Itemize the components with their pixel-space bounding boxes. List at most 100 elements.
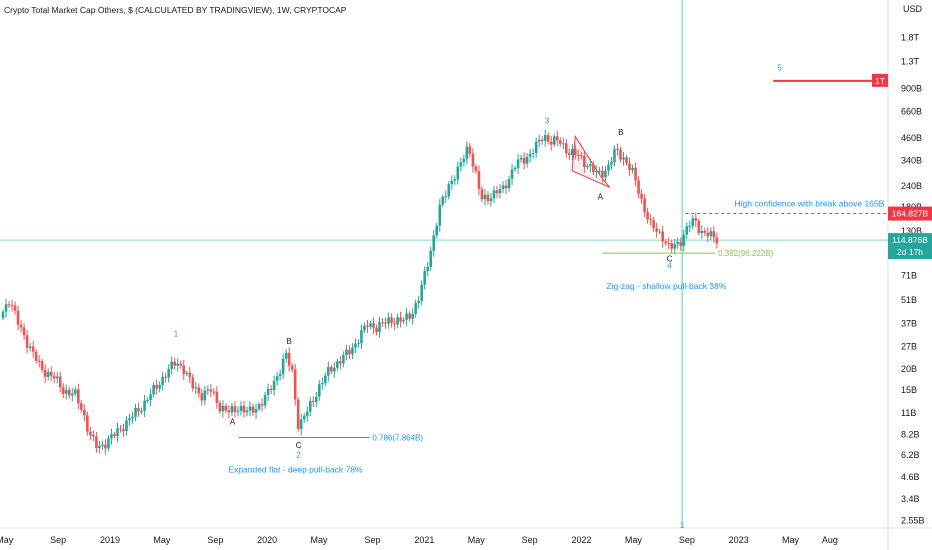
candle-body	[513, 167, 517, 170]
current-price-badge	[888, 233, 932, 260]
candle-body	[486, 194, 490, 202]
candle-body	[260, 404, 264, 406]
candle-body	[531, 153, 535, 155]
candle-body	[19, 324, 23, 328]
candle-body	[423, 271, 427, 285]
candle-body	[564, 143, 568, 154]
y-tick-label: 4.6B	[901, 472, 920, 482]
bar-countdown-label: 2d 17h	[897, 247, 923, 257]
candle-body	[278, 373, 282, 377]
candle-body	[327, 367, 330, 376]
candle-body	[293, 369, 297, 400]
candle-body	[637, 180, 640, 194]
chart-annotation: Expanded flat - deep pull-back 78%	[228, 464, 363, 474]
candle-body	[489, 198, 493, 202]
y-tick-label: 240B	[901, 181, 922, 191]
candle-body	[131, 416, 134, 419]
x-tick-label: Aug	[822, 535, 838, 545]
candle-body	[420, 284, 423, 301]
y-tick-label: 71B	[901, 271, 917, 281]
candle-body	[619, 149, 622, 160]
candle-body	[405, 313, 408, 320]
chart-annotation: High confidence with break above 165B	[735, 198, 885, 208]
candle-body	[40, 361, 44, 370]
candle-body	[462, 158, 466, 163]
candle-body	[507, 178, 511, 189]
candle-body	[450, 180, 454, 185]
candle-body	[465, 146, 469, 159]
candle-body	[712, 231, 716, 238]
candle-body	[706, 232, 710, 237]
candle-body	[688, 226, 692, 228]
y-tick-label: 6.2B	[901, 450, 920, 460]
candle-body	[375, 327, 378, 332]
candle-body	[176, 363, 180, 366]
candle-body	[583, 156, 586, 167]
candle-body	[152, 385, 155, 395]
candle-body	[429, 250, 433, 267]
candle-body	[534, 141, 538, 154]
candle-body	[519, 157, 523, 160]
candle-body	[387, 317, 390, 324]
candle-body	[46, 371, 50, 377]
x-tick-label: Sep	[50, 535, 66, 545]
candle-body	[137, 407, 140, 412]
y-tick-label: 130B	[901, 226, 922, 236]
wave-label: A	[230, 417, 236, 426]
candle-body	[411, 313, 414, 319]
candle-body	[682, 234, 686, 246]
candle-body	[366, 325, 369, 327]
candle-body	[354, 343, 357, 348]
candle-body	[381, 322, 384, 324]
candle-body	[444, 196, 448, 198]
candle-body	[610, 161, 613, 165]
candle-body	[25, 335, 29, 348]
candle-body	[67, 389, 71, 396]
candle-body	[107, 438, 110, 449]
candle-body	[188, 372, 192, 378]
candle-body	[360, 330, 363, 344]
candle-body	[453, 179, 457, 181]
candle-body	[598, 170, 601, 172]
candle-body	[122, 429, 125, 432]
candle-body	[601, 170, 604, 178]
candle-body	[149, 394, 152, 400]
candle-body	[631, 167, 634, 171]
candle-body	[456, 166, 460, 180]
candle-body	[586, 166, 589, 168]
wave-label: B	[618, 128, 623, 137]
candle-body	[269, 388, 273, 391]
candle-body	[95, 436, 98, 449]
candle-body	[628, 163, 631, 171]
candle-body	[61, 387, 65, 394]
falling-wedge-pattern	[571, 134, 611, 188]
wave-label: 2	[296, 450, 301, 459]
candle-body	[543, 135, 547, 141]
candle-body	[504, 185, 508, 189]
target-badge	[872, 73, 888, 87]
candle-body	[224, 405, 228, 411]
candle-body	[501, 185, 505, 189]
candle-body	[691, 218, 695, 227]
candle-body	[77, 389, 80, 404]
candle-body	[110, 434, 113, 439]
currency-label: USD	[903, 4, 923, 14]
candle-body	[305, 411, 309, 417]
candle-body	[552, 136, 556, 145]
candle-body	[248, 406, 252, 411]
candle-body	[83, 409, 86, 416]
candle-body	[161, 376, 164, 385]
candle-body	[348, 349, 351, 355]
candle-body	[98, 445, 101, 449]
candle-body	[263, 395, 267, 406]
candle-body	[694, 218, 698, 221]
x-tick-label: May	[0, 535, 14, 545]
candle-body	[113, 434, 116, 437]
candle-body	[402, 319, 405, 322]
candle-body	[281, 358, 285, 374]
candle-body	[574, 149, 577, 156]
candle-body	[435, 225, 439, 236]
candle-body	[679, 241, 683, 246]
x-tick-label: Sep	[522, 535, 538, 545]
